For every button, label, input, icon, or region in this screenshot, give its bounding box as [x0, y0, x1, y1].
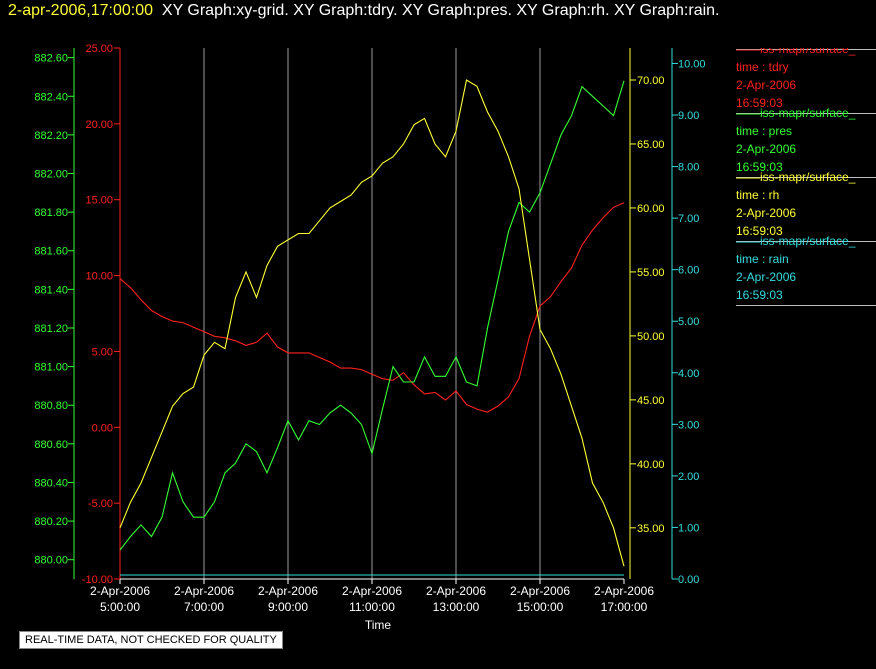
x-tick-time: 11:00:00 [349, 600, 395, 614]
series-tdry [119, 202, 625, 413]
series-line-tdry [119, 202, 625, 413]
rain-tick-label: 7.00 [678, 213, 699, 225]
legend-separator [736, 240, 876, 242]
legend-separator [736, 176, 876, 178]
x-tick-time: 7:00:00 [184, 600, 224, 614]
legend-time: 16:59:03 [736, 288, 783, 302]
rh-tick-label: 35.00 [637, 523, 665, 535]
series-pres [119, 80, 625, 551]
x-tick-date: 2-Apr-2006 [174, 584, 234, 598]
x-tick-date: 2-Apr-2006 [426, 584, 486, 598]
pres-tick-label: 881.60 [34, 246, 68, 258]
series-line-rh [119, 79, 625, 567]
pres-tick-label: 880.00 [34, 555, 68, 567]
rain-tick-label: 3.00 [678, 419, 699, 431]
legend-separator [736, 304, 876, 306]
series-rh [119, 79, 625, 567]
x-tick-date: 2-Apr-2006 [90, 584, 150, 598]
rh-tick-label: 55.00 [637, 267, 665, 279]
header-timestamp: 2-apr-2006,17:00:00 [8, 2, 153, 19]
rh-tick-label: 50.00 [637, 331, 665, 343]
x-tick-time: 5:00:00 [100, 600, 140, 614]
x-tick-date: 2-Apr-2006 [594, 584, 654, 598]
rain-tick-label: 6.00 [678, 265, 699, 277]
legend-series-name: ——iss-mapr/surface_ [736, 170, 856, 184]
header: 2-apr-2006,17:00:00 XY Graph:xy-grid. XY… [8, 2, 720, 20]
pres-tick-label: 882.20 [34, 130, 68, 142]
tdry-tick-label: 10.00 [85, 271, 113, 283]
legend-separator [736, 112, 876, 114]
pres-tick-label: 880.40 [34, 477, 68, 489]
legend-separator [736, 48, 876, 50]
legend-variable: time : tdry [736, 60, 789, 74]
legend-date: 2-Apr-2006 [736, 78, 797, 92]
pres-tick-label: 882.60 [34, 53, 68, 65]
pres-tick-label: 880.60 [34, 439, 68, 451]
tdry-tick-label: 20.00 [85, 119, 113, 131]
rh-tick-label: 45.00 [637, 395, 665, 407]
x-tick-date: 2-Apr-2006 [342, 584, 402, 598]
legend-date: 2-Apr-2006 [736, 270, 797, 284]
legend: ——iss-mapr/surface_ time : tdry 2-Apr-2006… [736, 48, 876, 306]
tdry-tick-label: -10.00 [82, 574, 113, 586]
rain-tick-label: 8.00 [678, 162, 699, 174]
pres-tick-label: 880.20 [34, 516, 68, 528]
legend-date: 2-Apr-2006 [736, 206, 797, 220]
rh-tick-label: 65.00 [637, 139, 665, 151]
rain-tick-label: 2.00 [678, 471, 699, 483]
pres-tick-label: 882.40 [34, 91, 68, 103]
legend-entry: ——iss-mapr/surface_time : rain 2-Apr-2006… [736, 234, 876, 304]
legend-entry: ——iss-mapr/surface_time : rh 2-Apr-2006 16… [736, 170, 876, 240]
rain-tick-label: 4.00 [678, 368, 699, 380]
rain-tick-label: 10.00 [678, 58, 706, 70]
x-tick-time: 15:00:00 [517, 600, 564, 614]
x-tick-time: 17:00:00 [601, 600, 648, 614]
legend-entry: ——iss-mapr/surface_time : tdry 2-Apr-2006… [736, 48, 876, 112]
tdry-tick-label: 5.00 [92, 346, 113, 358]
rh-tick-label: 70.00 [637, 75, 665, 87]
rh-tick-label: 60.00 [637, 203, 665, 215]
tdry-tick-label: 25.00 [85, 43, 113, 55]
pres-tick-label: 881.00 [34, 362, 68, 374]
legend-variable: time : rain [736, 252, 789, 266]
pres-tick-label: 881.40 [34, 284, 68, 296]
tdry-tick-label: 0.00 [92, 422, 113, 434]
legend-entry: ——iss-mapr/surface_time : pres 2-Apr-2006… [736, 106, 876, 176]
legend-time: 16:59:03 [736, 160, 783, 174]
legend-series-name: ——iss-mapr/surface_ [736, 106, 856, 120]
tdry-tick-label: -5.00 [88, 498, 113, 510]
x-tick-time: 9:00:00 [268, 600, 308, 614]
pres-tick-label: 881.80 [34, 207, 68, 219]
legend-variable: time : pres [736, 124, 793, 138]
legend-date: 2-Apr-2006 [736, 142, 797, 156]
x-tick-time: 13:00:00 [433, 600, 480, 614]
x-tick-date: 2-Apr-2006 [510, 584, 570, 598]
rain-tick-label: 0.00 [678, 574, 699, 586]
quality-notice: REAL-TIME DATA, NOT CHECKED FOR QUALITY [19, 631, 283, 649]
legend-time: 16:59:03 [736, 224, 783, 238]
legend-series-name: ——iss-mapr/surface_ [736, 234, 856, 248]
pres-tick-label: 880.80 [34, 400, 68, 412]
legend-series-name: ——iss-mapr/surface_ [736, 48, 856, 56]
legend-time: 16:59:03 [736, 96, 783, 110]
rain-tick-label: 1.00 [678, 522, 699, 534]
series-line-pres [119, 80, 625, 551]
legend-variable: time : rh [736, 188, 780, 202]
x-axis-label: Time [365, 618, 392, 632]
tdry-tick-label: 15.00 [85, 195, 113, 207]
pres-tick-label: 882.00 [34, 169, 68, 181]
header-graph-titles: XY Graph:xy-grid. XY Graph:tdry. XY Grap… [161, 2, 720, 19]
rh-tick-label: 40.00 [637, 459, 665, 471]
rain-tick-label: 9.00 [678, 110, 699, 122]
rain-tick-label: 5.00 [678, 316, 699, 328]
pres-tick-label: 881.20 [34, 323, 68, 335]
x-tick-date: 2-Apr-2006 [258, 584, 318, 598]
